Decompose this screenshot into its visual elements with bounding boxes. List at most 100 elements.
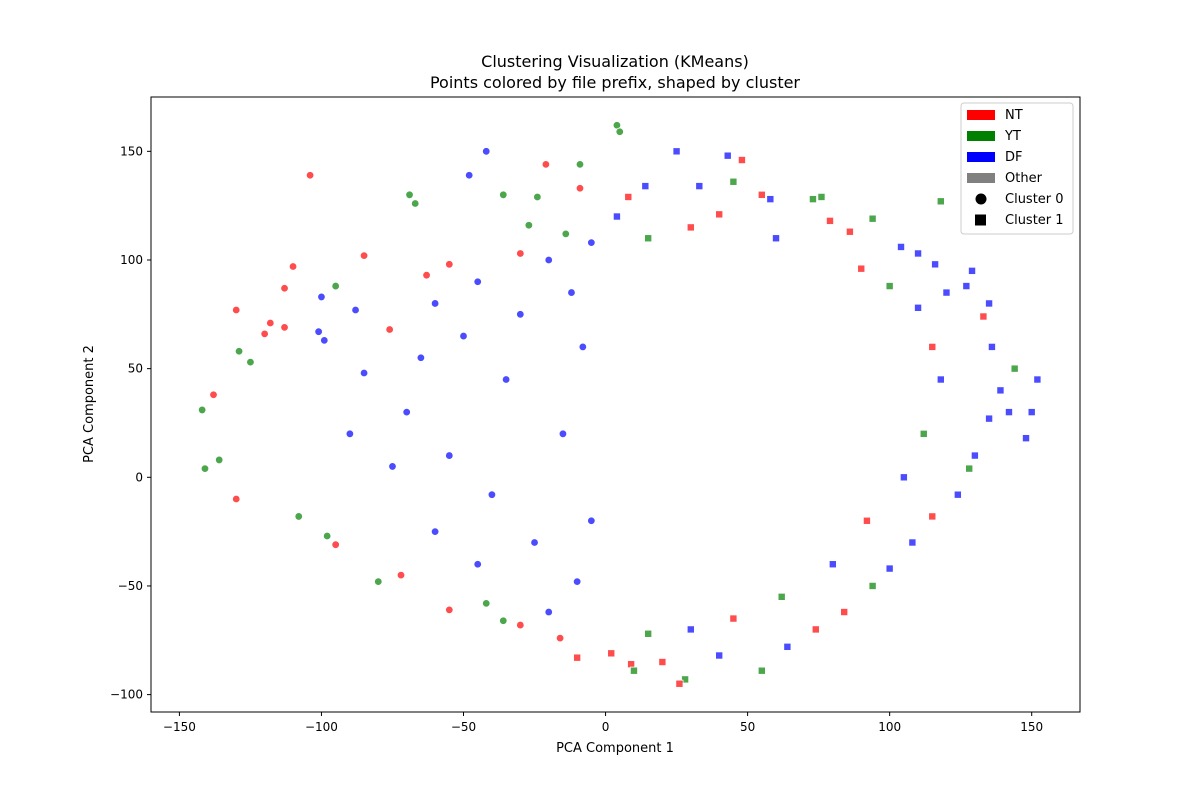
data-point — [936, 197, 945, 206]
data-point — [885, 564, 894, 573]
data-point — [575, 160, 585, 169]
data-point — [214, 455, 224, 465]
data-point — [928, 342, 937, 351]
data-point — [473, 277, 482, 286]
data-point — [811, 625, 820, 634]
x-tick-label: 0 — [602, 720, 610, 734]
data-point — [572, 577, 582, 586]
data-point — [1010, 364, 1019, 373]
data-point — [772, 234, 781, 243]
data-point — [459, 331, 468, 341]
y-tick-label: −50 — [118, 579, 143, 593]
data-point — [516, 249, 525, 258]
legend-label: NT — [1005, 108, 1023, 123]
data-point — [473, 560, 482, 569]
data-point — [681, 675, 690, 684]
x-tick-label: 150 — [1020, 720, 1043, 734]
data-point — [914, 303, 923, 312]
data-point — [899, 473, 908, 482]
data-point — [430, 527, 440, 536]
x-tick-label: −150 — [163, 720, 196, 734]
data-point — [260, 329, 269, 339]
data-point — [578, 342, 588, 352]
y-tick-label: −100 — [110, 688, 143, 702]
data-point — [320, 336, 329, 345]
data-point — [573, 653, 582, 662]
legend-label: Other — [1005, 171, 1043, 186]
data-point — [862, 516, 871, 525]
data-point — [953, 490, 962, 499]
data-point — [209, 390, 218, 399]
data-point — [558, 429, 568, 439]
data-point — [757, 190, 766, 199]
data-point — [914, 249, 923, 258]
data-point — [965, 464, 974, 473]
data-point — [828, 560, 837, 569]
data-point — [825, 216, 834, 225]
data-point — [445, 451, 454, 460]
data-point — [641, 182, 650, 191]
data-point — [612, 212, 621, 221]
data-point — [715, 210, 724, 219]
data-point — [931, 260, 940, 269]
data-point — [288, 262, 298, 271]
points-layer — [197, 121, 1042, 688]
y-tick-label: 150 — [120, 144, 143, 158]
data-point — [374, 577, 383, 586]
data-point — [675, 679, 684, 688]
data-point — [544, 255, 553, 265]
data-point — [817, 192, 826, 201]
data-point — [777, 592, 786, 601]
legend-marker — [975, 193, 987, 205]
data-point — [396, 570, 406, 580]
legend-swatch — [967, 110, 995, 120]
data-point — [445, 605, 454, 615]
data-point — [885, 282, 894, 291]
data-point — [464, 171, 474, 180]
data-point — [482, 147, 491, 156]
data-point — [686, 223, 695, 232]
data-point — [405, 190, 414, 199]
data-point — [516, 620, 525, 630]
data-point — [402, 407, 411, 417]
data-point — [541, 160, 551, 169]
data-point — [266, 318, 275, 328]
data-point — [985, 414, 994, 423]
data-point — [615, 127, 624, 136]
data-point — [729, 177, 738, 186]
data-point — [695, 182, 704, 191]
data-point — [331, 281, 340, 291]
data-point — [857, 264, 866, 273]
legend-swatch — [967, 173, 995, 183]
data-point — [845, 227, 854, 236]
data-point — [1022, 434, 1031, 443]
data-point — [385, 325, 394, 334]
data-point — [567, 288, 576, 297]
data-point — [555, 633, 565, 643]
data-point — [715, 651, 724, 660]
data-point — [232, 305, 241, 315]
data-point — [908, 538, 917, 547]
data-point — [587, 238, 596, 247]
legend-label: Cluster 0 — [1005, 192, 1064, 207]
data-point — [783, 642, 792, 651]
legend-label: YT — [1004, 129, 1021, 144]
data-point — [1004, 408, 1013, 417]
chart-subtitle: Points colored by file prefix, shaped by… — [430, 73, 800, 92]
y-axis-ticks: −100 −50 0 50 100 150 — [110, 144, 151, 702]
data-point — [246, 357, 255, 367]
data-point — [987, 342, 996, 351]
data-point — [351, 305, 360, 315]
data-point — [766, 195, 775, 204]
chart-title: Clustering Visualization (KMeans) — [481, 52, 749, 71]
data-point — [544, 607, 553, 617]
data-point — [868, 581, 877, 590]
data-point — [658, 658, 667, 667]
x-tick-label: 50 — [740, 720, 755, 734]
x-axis-ticks: −150 −100 −50 0 50 100 150 — [163, 712, 1043, 734]
data-point — [968, 266, 977, 275]
data-point — [416, 353, 426, 362]
data-point — [996, 386, 1005, 395]
legend-swatch — [967, 131, 995, 141]
